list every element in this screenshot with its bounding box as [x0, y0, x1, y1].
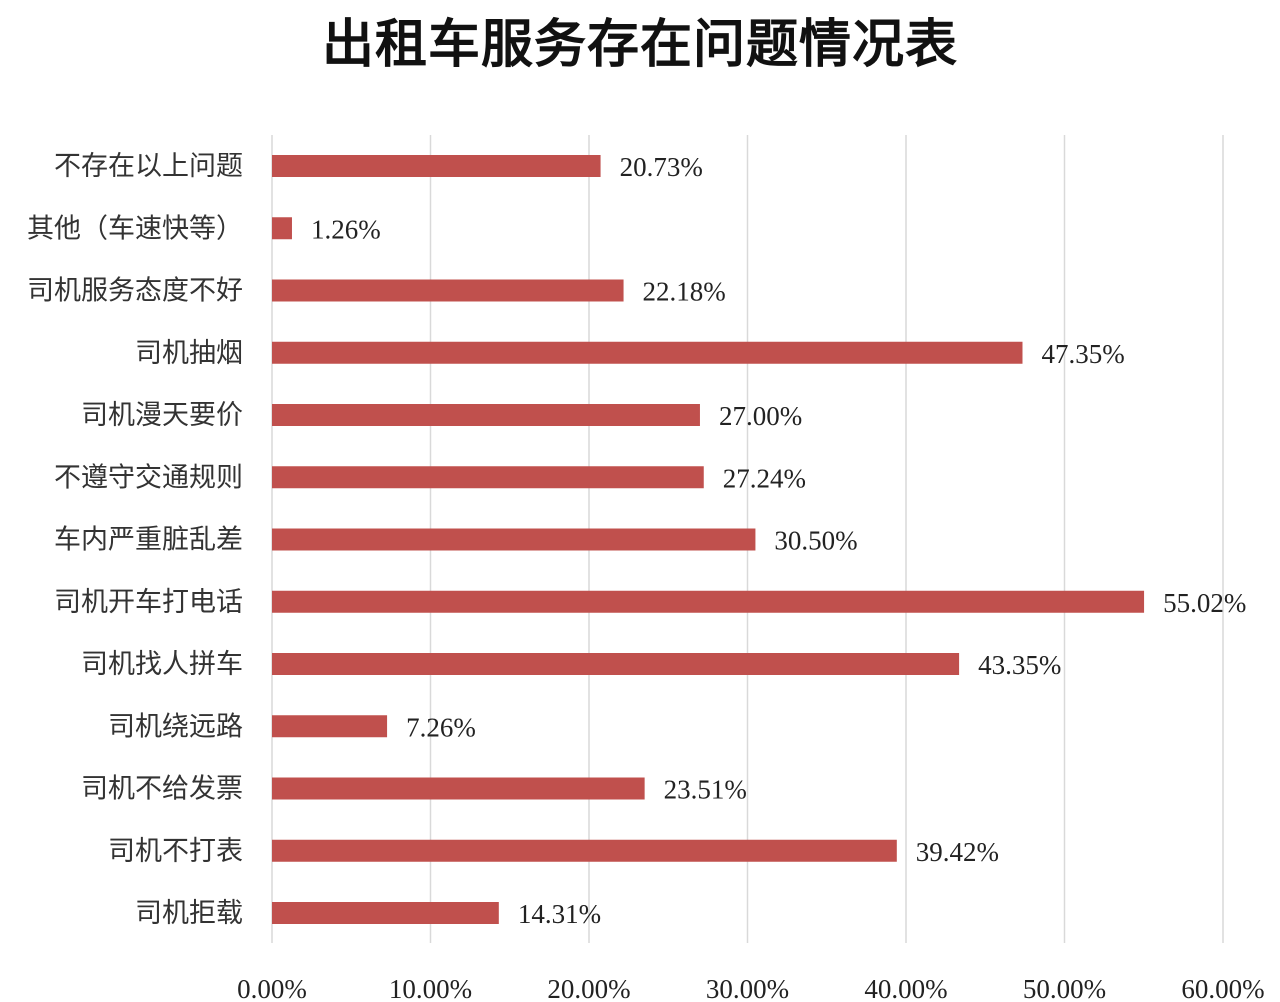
bars — [272, 155, 1145, 924]
category-label: 司机拒载 — [135, 898, 243, 929]
x-tick-label: 40.00% — [864, 974, 947, 1002]
bar — [272, 341, 1023, 364]
category-label: 司机不给发票 — [81, 774, 243, 805]
x-tick-label: 20.00% — [547, 974, 630, 1002]
value-label: 14.31% — [518, 899, 601, 929]
value-label: 7.26% — [406, 712, 476, 742]
value-label: 23.51% — [664, 775, 747, 805]
value-label: 47.35% — [1041, 339, 1124, 369]
x-tick-label: 10.00% — [389, 974, 472, 1002]
value-labels: 20.73% 1.26% 22.18% 47.35% 27.00% 27.24% 30.50… — [311, 152, 1246, 929]
bar — [272, 279, 624, 302]
category-label: 不存在以上问题 — [54, 151, 243, 182]
x-tick-label: 30.00% — [706, 974, 789, 1002]
category-label: 司机漫天要价 — [81, 400, 243, 431]
category-label: 车内严重脏乱差 — [54, 525, 243, 556]
value-label: 27.24% — [723, 463, 806, 493]
x-tick-label: 0.00% — [237, 974, 307, 1002]
category-label: 不遵守交通规则 — [54, 462, 243, 493]
value-label: 22.18% — [643, 277, 726, 307]
bar — [272, 902, 499, 924]
category-label: 司机抽烟 — [135, 338, 243, 369]
bar — [272, 653, 960, 675]
category-label: 司机服务态度不好 — [27, 276, 243, 307]
x-tick-labels: 0.00% 10.00% 20.00% 30.00% 40.00% 50.00% 60.00… — [237, 974, 1265, 1002]
value-label: 43.35% — [978, 650, 1061, 680]
bar — [272, 528, 756, 551]
value-label: 1.26% — [311, 214, 381, 244]
x-tick-label: 60.00% — [1181, 974, 1264, 1002]
category-label: 司机绕远路 — [108, 711, 243, 742]
chart-title: 出租车服务存在问题情况表 — [321, 14, 958, 75]
value-label: 55.02% — [1163, 588, 1246, 618]
category-label: 司机开车打电话 — [54, 587, 243, 618]
bar — [272, 715, 388, 738]
category-label: 司机找人拼车 — [81, 649, 243, 680]
bar — [272, 839, 897, 862]
category-label: 司机不打表 — [108, 836, 243, 867]
bar — [272, 155, 601, 177]
value-label: 30.50% — [774, 526, 857, 556]
bar — [272, 466, 704, 489]
bar — [272, 777, 645, 800]
x-tick-label: 50.00% — [1023, 974, 1106, 1002]
value-label: 27.00% — [719, 401, 802, 431]
category-label: 其他（车速快等） — [27, 213, 243, 244]
value-label: 39.42% — [916, 837, 999, 867]
bar — [272, 590, 1145, 613]
bar — [272, 404, 700, 426]
value-label: 20.73% — [620, 152, 703, 182]
bar — [272, 217, 292, 240]
